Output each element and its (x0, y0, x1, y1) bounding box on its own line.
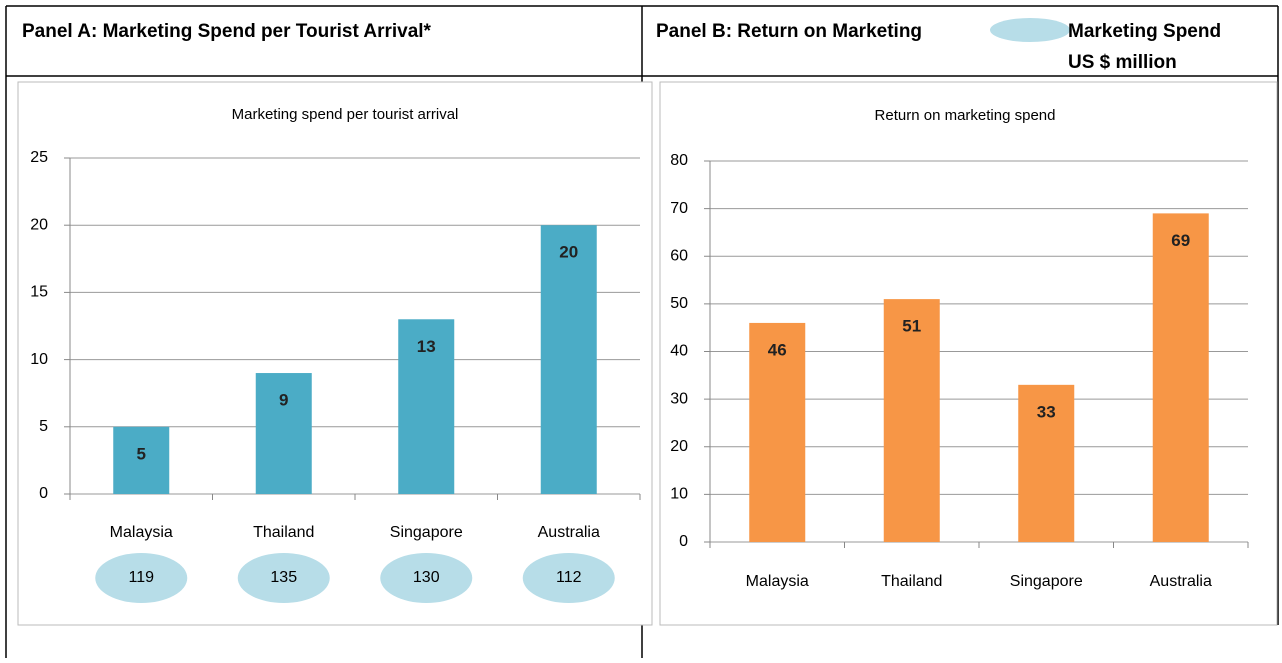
x-tick-label: Singapore (1010, 573, 1083, 590)
spend-ellipse (95, 553, 188, 603)
y-tick-label: 10 (30, 351, 48, 368)
legend-label: US $ million (1068, 52, 1177, 73)
data-label: 20 (559, 243, 578, 262)
y-tick-label: 60 (670, 247, 688, 264)
y-tick-label: 25 (30, 149, 48, 166)
legend-label: Marketing Spend (1068, 21, 1221, 42)
y-tick-label: 0 (679, 533, 688, 550)
y-tick-label: 5 (39, 418, 48, 435)
y-tick-label: 40 (670, 343, 688, 360)
y-tick-label: 15 (30, 284, 48, 301)
bar (398, 319, 455, 494)
y-tick-label: 20 (30, 216, 48, 233)
data-label: 69 (1171, 231, 1190, 250)
y-tick-label: 70 (670, 200, 688, 217)
y-tick-label: 20 (670, 438, 688, 455)
spend-value: 119 (128, 569, 154, 586)
x-tick-label: Thailand (881, 573, 942, 590)
x-tick-label: Malaysia (110, 524, 173, 541)
chart-title: Marketing spend per tourist arrival (232, 106, 459, 123)
data-label: 13 (417, 337, 436, 356)
data-label: 33 (1037, 402, 1056, 421)
bar (749, 322, 806, 542)
x-tick-label: Australia (1150, 573, 1212, 590)
spend-value: 130 (413, 569, 440, 586)
y-tick-label: 80 (670, 152, 688, 169)
bar (113, 426, 170, 494)
bar (540, 225, 597, 494)
y-tick-label: 30 (670, 390, 688, 407)
legend-swatch (990, 18, 1070, 42)
spend-ellipse (522, 553, 615, 603)
spend-value: 112 (556, 569, 582, 586)
y-tick-label: 0 (39, 485, 48, 502)
y-tick-label: 10 (670, 486, 688, 503)
bar (1152, 213, 1209, 542)
spend-ellipse (380, 553, 473, 603)
x-tick-label: Malaysia (746, 573, 809, 590)
x-tick-label: Thailand (253, 524, 314, 541)
spend-ellipse (237, 553, 330, 603)
bar (255, 373, 312, 494)
panel-title: Panel A: Marketing Spend per Tourist Arr… (22, 21, 432, 42)
panel-title: Panel B: Return on Marketing (656, 21, 922, 42)
spend-value: 135 (270, 569, 297, 586)
data-label: 46 (768, 340, 787, 359)
chart-title: Return on marketing spend (875, 107, 1056, 124)
y-tick-label: 50 (670, 295, 688, 312)
data-label: 51 (902, 317, 921, 336)
data-label: 9 (279, 391, 288, 410)
data-label: 5 (137, 444, 146, 463)
x-tick-label: Australia (538, 524, 600, 541)
bar (883, 299, 940, 542)
bar (1018, 384, 1075, 542)
x-tick-label: Singapore (390, 524, 463, 541)
